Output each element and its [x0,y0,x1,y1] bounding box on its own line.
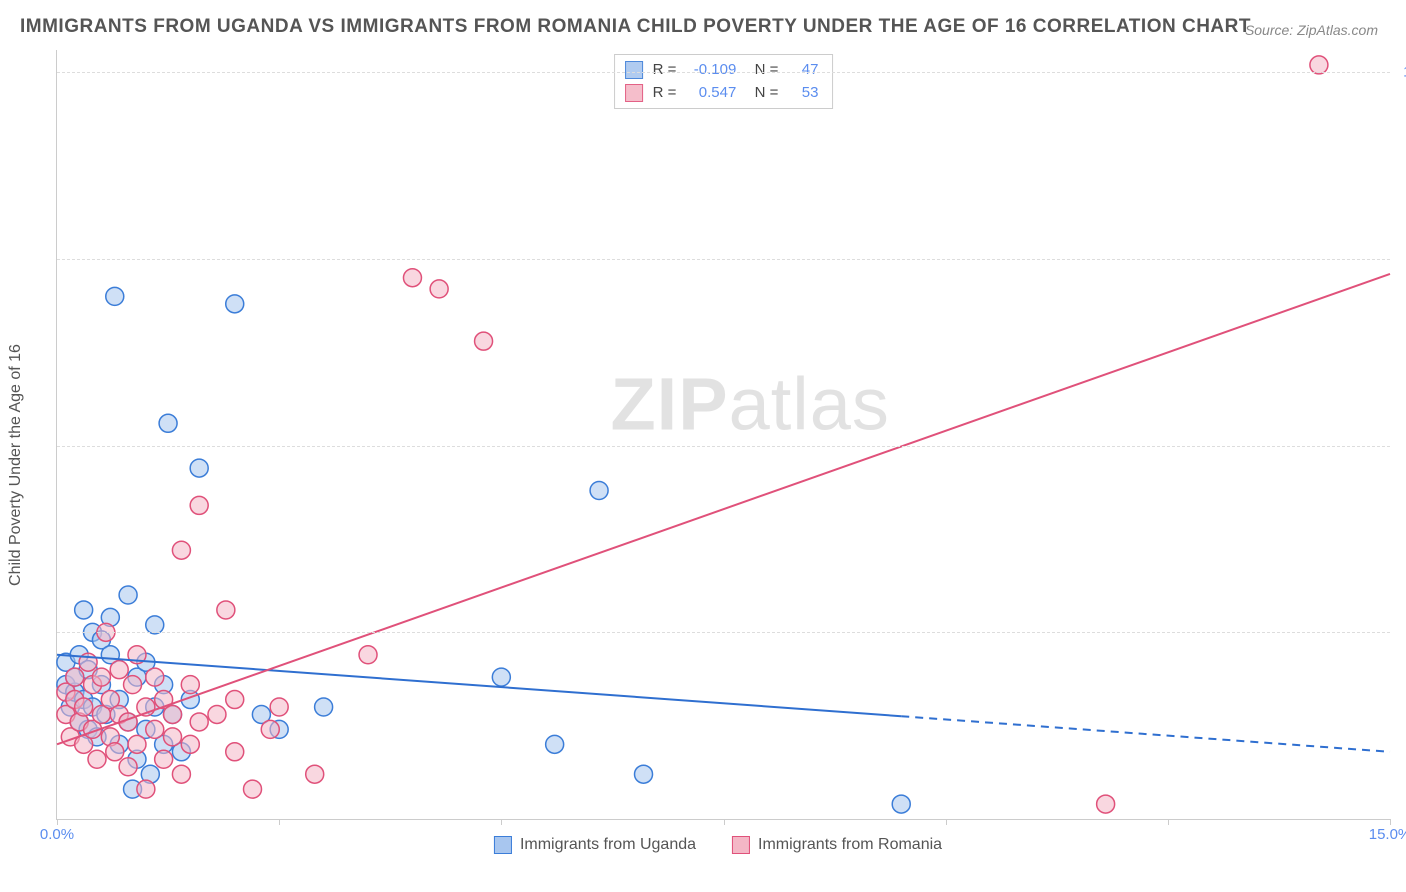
data-point [359,646,377,664]
data-point [172,765,190,783]
x-tick-label: 0.0% [40,826,74,843]
data-point [92,668,110,686]
x-tick-mark [724,819,725,825]
data-point [124,676,142,694]
x-tick-mark [1390,819,1391,825]
data-point [892,795,910,813]
data-point [315,698,333,716]
data-point [306,765,324,783]
data-point [208,705,226,723]
chart-title: IMMIGRANTS FROM UGANDA VS IMMIGRANTS FRO… [20,16,1251,38]
y-axis-label: Child Poverty Under the Age of 16 [7,344,25,586]
legend-item: Immigrants from Romania [732,836,942,854]
scatter-plot: ZIPatlas R = -0.109 N = 47 R = 0.547 N =… [56,50,1390,820]
data-point [146,668,164,686]
data-point [66,668,84,686]
data-point [190,496,208,514]
data-point [635,765,653,783]
plot-svg [57,50,1390,819]
series-legend: Immigrants from Uganda Immigrants from R… [494,836,942,854]
data-point [75,601,93,619]
data-point [590,481,608,499]
data-point [146,616,164,634]
data-point [181,735,199,753]
data-point [546,735,564,753]
data-point [137,780,155,798]
data-point [492,668,510,686]
data-point [119,758,137,776]
data-point [75,698,93,716]
data-point [159,414,177,432]
trend-line [57,274,1390,744]
data-point [190,713,208,731]
data-point [146,720,164,738]
data-point [217,601,235,619]
legend-label: Immigrants from Uganda [520,836,696,854]
data-point [128,735,146,753]
gridline [57,259,1390,260]
data-point [106,743,124,761]
data-point [261,720,279,738]
x-tick-mark [279,819,280,825]
data-point [226,295,244,313]
x-tick-mark [946,819,947,825]
data-point [106,287,124,305]
data-point [226,691,244,709]
gridline [57,446,1390,447]
data-point [270,698,288,716]
legend-label: Immigrants from Romania [758,836,942,854]
gridline [57,632,1390,633]
data-point [1310,56,1328,74]
legend-swatch [494,836,512,854]
trend-line-extrapolated [901,716,1390,752]
data-point [244,780,262,798]
data-point [88,750,106,768]
data-point [190,459,208,477]
gridline [57,72,1390,73]
x-tick-mark [1168,819,1169,825]
data-point [172,541,190,559]
chart-container: Child Poverty Under the Age of 16 ZIPatl… [46,50,1390,862]
data-point [110,661,128,679]
data-point [181,676,199,694]
data-point [226,743,244,761]
x-tick-label: 15.0% [1369,826,1406,843]
legend-swatch [732,836,750,854]
data-point [119,586,137,604]
data-point [430,280,448,298]
x-tick-mark [501,819,502,825]
data-point [155,750,173,768]
legend-item: Immigrants from Uganda [494,836,696,854]
data-point [1097,795,1115,813]
data-point [475,332,493,350]
data-point [164,705,182,723]
data-point [164,728,182,746]
data-point [403,269,421,287]
x-tick-mark [57,819,58,825]
source-credit: Source: ZipAtlas.com [1245,22,1378,38]
